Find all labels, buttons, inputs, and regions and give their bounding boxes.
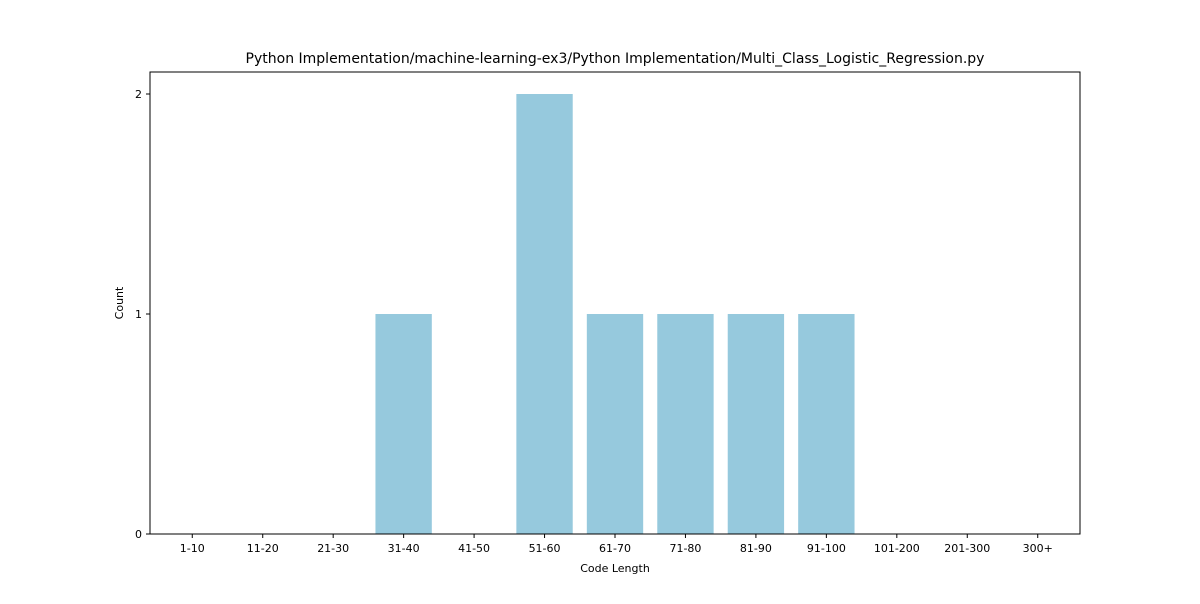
x-tick-label: 61-70	[599, 542, 631, 555]
x-tick-label: 1-10	[180, 542, 205, 555]
x-tick-label: 101-200	[874, 542, 920, 555]
bars-layer	[375, 94, 855, 534]
bar-51-60	[516, 94, 573, 534]
bar-31-40	[375, 314, 432, 534]
y-tick-label: 0	[135, 528, 142, 541]
x-tick-label: 51-60	[529, 542, 561, 555]
bar-61-70	[586, 314, 644, 534]
bar-91-100	[798, 314, 855, 534]
x-tick-label: 81-90	[740, 542, 772, 555]
x-tick-label: 31-40	[388, 542, 420, 555]
bar-71-80	[657, 314, 714, 534]
x-tick-label: 71-80	[669, 542, 701, 555]
x-axis-label: Code Length	[580, 562, 650, 575]
y-tick-label: 1	[135, 308, 142, 321]
x-tick-label: 201-300	[944, 542, 990, 555]
y-axis-label: Count	[113, 286, 126, 319]
y-axis: 0 1 2	[135, 88, 150, 541]
y-tick-label: 2	[135, 88, 142, 101]
x-tick-label: 21-30	[317, 542, 349, 555]
x-tick-label: 11-20	[247, 542, 279, 555]
x-axis: 1-10 11-20 21-30 31-40 41-50 51-60 61-70 71-80 8…	[180, 534, 1053, 555]
x-tick-label: 91-100	[807, 542, 846, 555]
x-tick-label: 300+	[1023, 542, 1053, 555]
bar-81-90	[727, 314, 785, 534]
x-tick-label: 41-50	[458, 542, 490, 555]
chart-title: Python Implementation/machine-learning-e…	[246, 51, 985, 67]
